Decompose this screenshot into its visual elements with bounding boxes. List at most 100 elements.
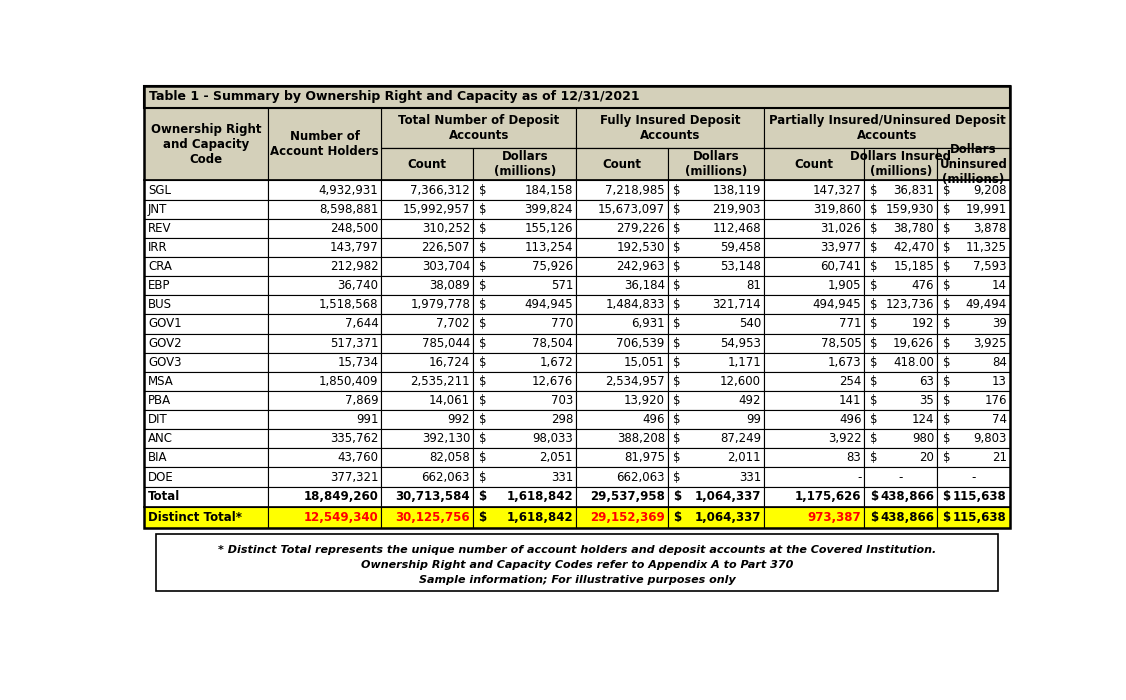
Text: 192: 192 xyxy=(912,318,935,330)
Bar xyxy=(268,238,382,257)
Text: 2,051: 2,051 xyxy=(539,452,573,464)
Text: 438,866: 438,866 xyxy=(881,491,935,503)
Text: 1,673: 1,673 xyxy=(828,356,861,369)
Text: 7,869: 7,869 xyxy=(345,394,378,407)
Text: $: $ xyxy=(870,203,877,216)
Text: $: $ xyxy=(673,203,681,216)
Text: -: - xyxy=(972,470,976,484)
Bar xyxy=(382,486,473,507)
Bar xyxy=(577,148,668,181)
Text: $: $ xyxy=(673,511,681,524)
Text: $: $ xyxy=(673,279,681,292)
Text: 20: 20 xyxy=(919,452,935,464)
Text: 331: 331 xyxy=(551,470,573,484)
Text: 303,704: 303,704 xyxy=(422,260,470,273)
Text: $: $ xyxy=(673,260,681,273)
Bar xyxy=(382,372,473,391)
Text: 7,644: 7,644 xyxy=(345,318,378,330)
Bar xyxy=(668,429,765,449)
Bar xyxy=(937,468,1010,486)
Bar xyxy=(668,199,765,218)
Text: $: $ xyxy=(673,337,681,349)
Bar xyxy=(577,449,668,468)
Text: 83: 83 xyxy=(847,452,861,464)
Bar xyxy=(382,391,473,410)
Text: 494,945: 494,945 xyxy=(525,298,573,312)
Bar xyxy=(577,238,668,257)
Bar xyxy=(765,372,865,391)
Text: 310,252: 310,252 xyxy=(422,222,470,235)
Bar xyxy=(765,486,865,507)
Text: $: $ xyxy=(673,413,681,426)
Text: 13: 13 xyxy=(992,375,1007,388)
Bar xyxy=(765,334,865,353)
Bar xyxy=(268,218,382,238)
Bar xyxy=(765,218,865,238)
Bar xyxy=(668,449,765,468)
Text: Fully Insured Deposit
Accounts: Fully Insured Deposit Accounts xyxy=(600,114,741,142)
Bar xyxy=(144,181,268,199)
Text: GOV1: GOV1 xyxy=(149,318,181,330)
Bar xyxy=(765,238,865,257)
Bar xyxy=(865,429,937,449)
Bar xyxy=(765,391,865,410)
Text: 254: 254 xyxy=(839,375,861,388)
Text: $: $ xyxy=(673,470,681,484)
Bar xyxy=(144,372,268,391)
Text: 418.00: 418.00 xyxy=(893,356,935,369)
Text: 7,218,985: 7,218,985 xyxy=(606,183,664,197)
Text: 7,593: 7,593 xyxy=(973,260,1007,273)
Bar xyxy=(668,468,765,486)
Bar xyxy=(155,534,999,591)
Text: 15,185: 15,185 xyxy=(893,260,935,273)
Text: 298: 298 xyxy=(551,413,573,426)
Bar xyxy=(382,199,473,218)
Bar xyxy=(473,295,577,314)
Text: 388,208: 388,208 xyxy=(617,433,664,445)
Bar xyxy=(668,218,765,238)
Bar xyxy=(144,449,268,468)
Text: $: $ xyxy=(942,203,950,216)
Text: Count: Count xyxy=(602,158,642,171)
Bar xyxy=(577,108,765,148)
Bar xyxy=(865,334,937,353)
Bar xyxy=(144,410,268,429)
Text: 74: 74 xyxy=(992,413,1007,426)
Bar xyxy=(382,148,473,181)
Bar xyxy=(268,108,382,181)
Text: 2,535,211: 2,535,211 xyxy=(411,375,470,388)
Text: 16,724: 16,724 xyxy=(429,356,470,369)
Text: 319,860: 319,860 xyxy=(813,203,861,216)
Text: $: $ xyxy=(479,318,486,330)
Text: 12,600: 12,600 xyxy=(720,375,761,388)
Bar xyxy=(865,507,937,528)
Text: 1,518,568: 1,518,568 xyxy=(319,298,378,312)
Bar xyxy=(144,507,268,528)
Text: $: $ xyxy=(942,260,950,273)
Text: 321,714: 321,714 xyxy=(713,298,761,312)
Text: 36,184: 36,184 xyxy=(624,279,664,292)
Text: 496: 496 xyxy=(839,413,861,426)
Text: 770: 770 xyxy=(551,318,573,330)
Text: $: $ xyxy=(479,491,486,503)
Bar xyxy=(473,276,577,295)
Bar xyxy=(765,148,865,181)
Text: $: $ xyxy=(479,394,486,407)
Bar xyxy=(382,507,473,528)
Text: 1,618,842: 1,618,842 xyxy=(507,511,573,524)
Bar xyxy=(865,410,937,429)
Text: 662,063: 662,063 xyxy=(616,470,664,484)
Text: 1,171: 1,171 xyxy=(727,356,761,369)
Bar xyxy=(382,449,473,468)
Text: 991: 991 xyxy=(356,413,378,426)
Text: $: $ xyxy=(673,452,681,464)
Text: $: $ xyxy=(479,183,486,197)
Bar xyxy=(144,353,268,372)
Bar xyxy=(577,314,668,334)
Text: 113,254: 113,254 xyxy=(525,241,573,254)
Text: 81,975: 81,975 xyxy=(624,452,664,464)
Text: 78,504: 78,504 xyxy=(533,337,573,349)
Text: 15,051: 15,051 xyxy=(624,356,664,369)
Bar xyxy=(765,108,1010,148)
Bar xyxy=(144,429,268,449)
